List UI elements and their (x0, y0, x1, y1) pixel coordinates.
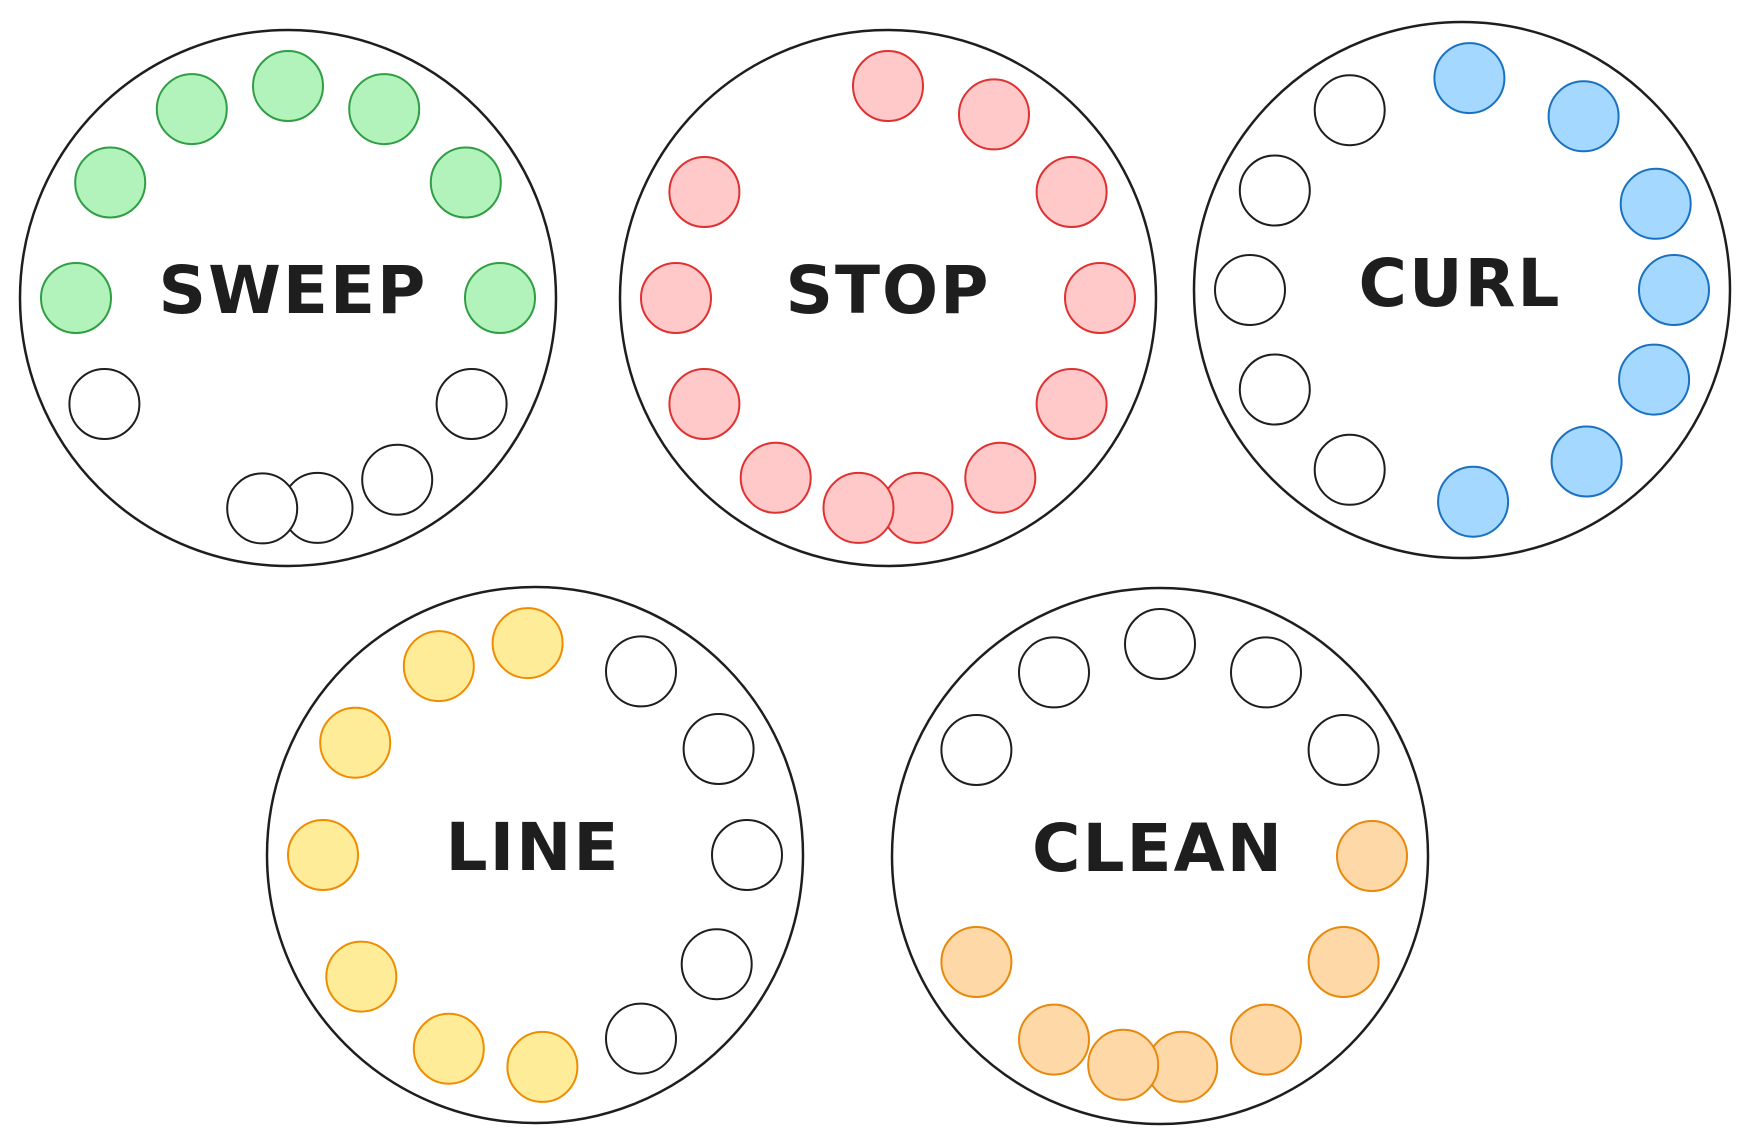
dot-filled (1019, 1005, 1089, 1075)
dot-filled (1434, 43, 1504, 113)
dial-label-sweep: SWEEP (159, 252, 428, 329)
dot-empty (1019, 637, 1089, 707)
dot-empty (1240, 156, 1310, 226)
dot-filled (465, 263, 535, 333)
dot-filled (431, 148, 501, 218)
dot-filled (941, 927, 1011, 997)
dot-empty (1125, 609, 1195, 679)
dot-filled (741, 443, 811, 513)
dot-filled (959, 79, 1029, 149)
dot-empty (1315, 435, 1385, 505)
dot-filled (157, 74, 227, 144)
dot-filled (1088, 1030, 1158, 1100)
dot-empty (606, 1004, 676, 1074)
dot-filled (326, 942, 396, 1012)
dot-filled (965, 443, 1035, 513)
dial-curl: CURL (1194, 22, 1730, 558)
dial-label-clean: CLEAN (1032, 810, 1284, 887)
dot-empty (1240, 355, 1310, 425)
dot-empty (941, 715, 1011, 785)
dot-filled (288, 820, 358, 890)
dot-empty (362, 445, 432, 515)
dot-filled (1309, 927, 1379, 997)
dot-empty (684, 714, 754, 784)
dial-label-line: LINE (446, 809, 621, 886)
dot-filled (824, 473, 894, 543)
dot-filled (1621, 169, 1691, 239)
dial-line: LINE (267, 587, 803, 1123)
dial-label-curl: CURL (1359, 245, 1562, 322)
dot-filled (493, 608, 563, 678)
dot-filled (1337, 821, 1407, 891)
dot-filled (75, 148, 145, 218)
dot-filled (1639, 255, 1709, 325)
dot-filled (253, 51, 323, 121)
dot-empty (1215, 255, 1285, 325)
dot-filled (414, 1014, 484, 1084)
dot-filled (1037, 369, 1107, 439)
dot-filled (320, 708, 390, 778)
dot-empty (1309, 715, 1379, 785)
dial-clean: CLEAN (892, 588, 1428, 1124)
dot-filled (1037, 157, 1107, 227)
dot-filled (507, 1032, 577, 1102)
dot-filled (853, 51, 923, 121)
dot-filled (669, 369, 739, 439)
dot-empty (69, 369, 139, 439)
dot-empty (712, 820, 782, 890)
dot-empty (227, 473, 297, 543)
dial-stop: STOP (620, 30, 1156, 566)
dot-filled (1231, 1005, 1301, 1075)
dot-empty (1315, 75, 1385, 145)
dot-empty (437, 369, 507, 439)
dot-filled (1552, 427, 1622, 497)
dial-sweep: SWEEP (20, 30, 556, 566)
dot-filled (641, 263, 711, 333)
dot-empty (682, 929, 752, 999)
dot-filled (41, 263, 111, 333)
dot-filled (349, 74, 419, 144)
dot-filled (1549, 81, 1619, 151)
dot-filled (1065, 263, 1135, 333)
dot-filled (1619, 345, 1689, 415)
dot-filled (404, 631, 474, 701)
dot-filled (1438, 467, 1508, 537)
dot-empty (606, 636, 676, 706)
dot-filled (669, 157, 739, 227)
dial-label-stop: STOP (785, 252, 990, 329)
dot-empty (1231, 637, 1301, 707)
